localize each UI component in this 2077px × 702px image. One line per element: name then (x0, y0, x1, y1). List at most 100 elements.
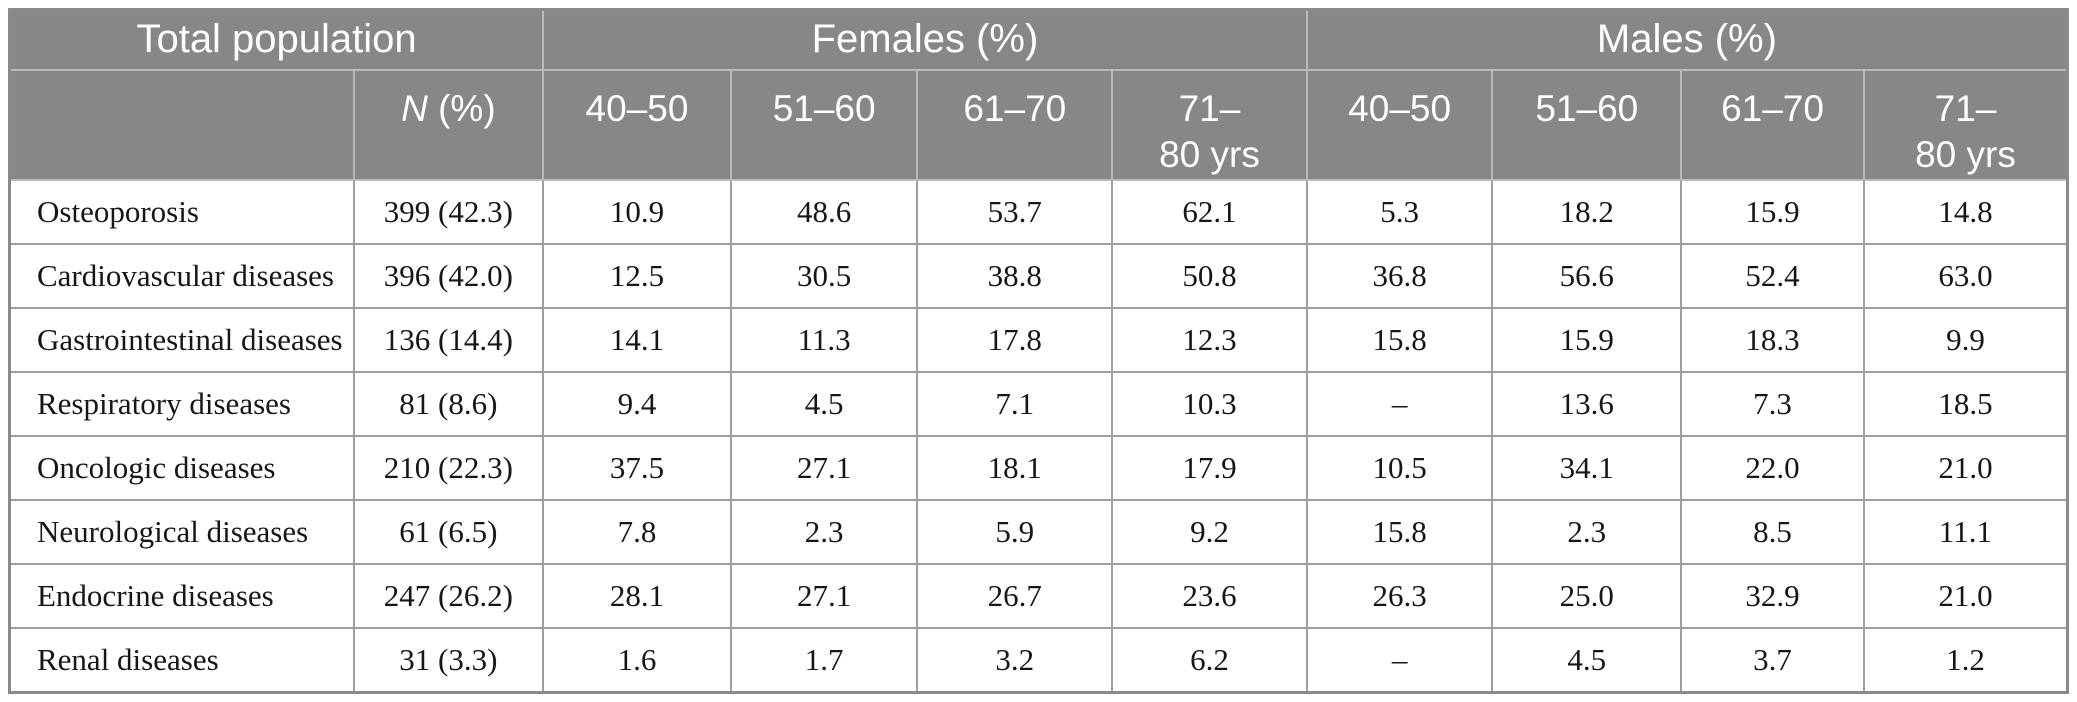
value-cell: 56.6 (1491, 243, 1683, 310)
n-pct-cell: 81 (8.6) (352, 371, 545, 438)
header-total-population: Total population (8, 8, 545, 71)
value-cell: 8.5 (1680, 499, 1865, 566)
header-female-61-70: 61–70 (916, 68, 1114, 181)
table-row-cardiovascular: Cardiovascular diseases 396 (42.0) 12.5 … (8, 243, 2069, 310)
value-cell: 15.9 (1680, 178, 1865, 246)
value-cell: 50.8 (1111, 243, 1308, 310)
table-row-renal: Renal diseases 31 (3.3) 1.6 1.7 3.2 6.2 … (8, 627, 2069, 694)
value-cell: 21.0 (1862, 563, 2069, 630)
header-group-row: Total population Females (%) Males (%) (8, 8, 2069, 71)
n-symbol: N (401, 87, 428, 129)
row-label: Gastrointestinal diseases (8, 307, 355, 374)
table-row-neurological: Neurological diseases 61 (6.5) 7.8 2.3 5… (8, 499, 2069, 566)
value-cell: 1.2 (1862, 627, 2069, 694)
n-pct-cell: 31 (3.3) (352, 627, 545, 694)
value-cell: 3.7 (1680, 627, 1865, 694)
n-pct-cell: 247 (26.2) (352, 563, 545, 630)
value-cell: 9.2 (1111, 499, 1308, 566)
n-suffix: (%) (427, 87, 496, 129)
value-cell: 32.9 (1680, 563, 1865, 630)
value-cell: 5.9 (916, 499, 1114, 566)
value-cell: 23.6 (1111, 563, 1308, 630)
header-male-51-60: 51–60 (1491, 68, 1683, 181)
value-cell: 9.4 (542, 371, 732, 438)
value-cell: 2.3 (729, 499, 919, 566)
table-row-gastrointestinal: Gastrointestinal diseases 136 (14.4) 14.… (8, 307, 2069, 374)
header-females: Females (%) (542, 8, 1308, 71)
value-cell: 15.8 (1305, 307, 1494, 374)
value-cell: 17.9 (1111, 435, 1308, 502)
value-cell: 14.8 (1862, 178, 2069, 246)
table-row-respiratory: Respiratory diseases 81 (8.6) 9.4 4.5 7.… (8, 371, 2069, 438)
value-cell: 62.1 (1111, 178, 1308, 246)
value-cell: 4.5 (729, 371, 919, 438)
value-cell: 7.1 (916, 371, 1114, 438)
value-cell: 11.1 (1862, 499, 2069, 566)
value-cell: 36.8 (1305, 243, 1494, 310)
value-cell: 4.5 (1491, 627, 1683, 694)
value-cell: 26.3 (1305, 563, 1494, 630)
header-male-40-50: 40–50 (1305, 68, 1494, 181)
table-row-oncologic: Oncologic diseases 210 (22.3) 37.5 27.1 … (8, 435, 2069, 502)
n-pct-cell: 136 (14.4) (352, 307, 545, 374)
value-cell: 27.1 (729, 563, 919, 630)
value-cell: 10.5 (1305, 435, 1494, 502)
row-label: Respiratory diseases (8, 371, 355, 438)
value-cell: 13.6 (1491, 371, 1683, 438)
value-cell: 6.2 (1111, 627, 1308, 694)
value-cell: 3.2 (916, 627, 1114, 694)
value-cell: 7.3 (1680, 371, 1865, 438)
value-cell: 18.2 (1491, 178, 1683, 246)
header-male-71-80: 71– 80 yrs (1862, 68, 2069, 181)
value-cell: 1.7 (729, 627, 919, 694)
value-cell: 14.1 (542, 307, 732, 374)
header-female-51-60: 51–60 (729, 68, 919, 181)
value-cell: 52.4 (1680, 243, 1865, 310)
value-cell: 28.1 (542, 563, 732, 630)
n-pct-cell: 61 (6.5) (352, 499, 545, 566)
value-cell: 26.7 (916, 563, 1114, 630)
value-cell: 9.9 (1862, 307, 2069, 374)
row-label: Oncologic diseases (8, 435, 355, 502)
header-males: Males (%) (1305, 8, 2069, 71)
table-row-endocrine: Endocrine diseases 247 (26.2) 28.1 27.1 … (8, 563, 2069, 630)
header-sub-row: N (%) 40–50 51–60 61–70 71– 80 yrs 40–50… (8, 68, 2069, 181)
n-pct-cell: 210 (22.3) (352, 435, 545, 502)
value-cell: 10.9 (542, 178, 732, 246)
header-female-40-50: 40–50 (542, 68, 732, 181)
value-cell: 63.0 (1862, 243, 2069, 310)
value-cell: 18.1 (916, 435, 1114, 502)
value-cell: 18.5 (1862, 371, 2069, 438)
value-cell: 22.0 (1680, 435, 1865, 502)
value-cell: 37.5 (542, 435, 732, 502)
value-cell: – (1305, 627, 1494, 694)
value-cell: 25.0 (1491, 563, 1683, 630)
value-cell: 34.1 (1491, 435, 1683, 502)
value-cell: 18.3 (1680, 307, 1865, 374)
row-label: Endocrine diseases (8, 563, 355, 630)
header-empty-cell (8, 68, 355, 181)
value-cell: 10.3 (1111, 371, 1308, 438)
value-cell: 15.8 (1305, 499, 1494, 566)
value-cell: 21.0 (1862, 435, 2069, 502)
value-cell: 12.3 (1111, 307, 1308, 374)
row-label: Renal diseases (8, 627, 355, 694)
value-cell: 27.1 (729, 435, 919, 502)
value-cell: 15.9 (1491, 307, 1683, 374)
value-cell: 11.3 (729, 307, 919, 374)
value-cell: 7.8 (542, 499, 732, 566)
comorbidity-prevalence-table: Total population Females (%) Males (%) N… (8, 8, 2069, 694)
value-cell: 12.5 (542, 243, 732, 310)
value-cell: 2.3 (1491, 499, 1683, 566)
row-label: Neurological diseases (8, 499, 355, 566)
row-label: Osteoporosis (8, 178, 355, 246)
value-cell: 48.6 (729, 178, 919, 246)
header-n-pct: N (%) (352, 68, 545, 181)
header-male-61-70: 61–70 (1680, 68, 1865, 181)
n-pct-cell: 396 (42.0) (352, 243, 545, 310)
value-cell: 53.7 (916, 178, 1114, 246)
header-female-71-80: 71– 80 yrs (1111, 68, 1308, 181)
n-pct-cell: 399 (42.3) (352, 178, 545, 246)
value-cell: 17.8 (916, 307, 1114, 374)
